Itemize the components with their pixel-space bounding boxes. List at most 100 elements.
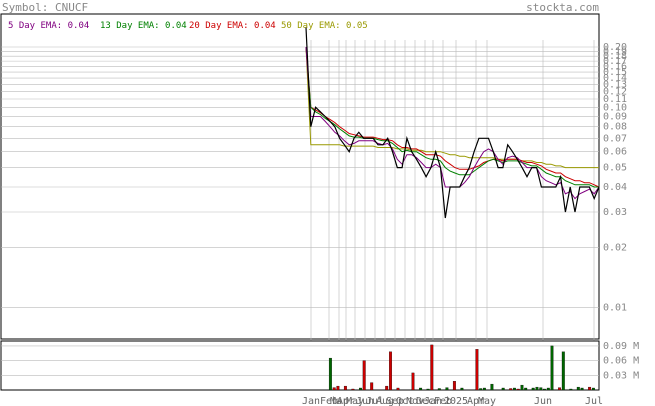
volume-bar [362, 360, 366, 391]
volume-bar [558, 387, 561, 391]
price-tick-label: 0.09 [603, 111, 627, 122]
volume-bar [543, 388, 546, 391]
volume-gridlines [1, 345, 599, 376]
date-axis-labels: Jan FebMarAprMayJunJulAugSepOctNovDecJanF… [302, 396, 603, 406]
volume-bar [569, 388, 573, 391]
price-tick-label: 0.14 [603, 73, 627, 84]
ema50-line [305, 46, 599, 169]
volume-bar [389, 351, 392, 391]
date-tick-label: Oct [396, 396, 414, 406]
price-tick-label: 0.02 [603, 242, 627, 253]
price-axis-labels: 0.200.190.180.170.160.150.140.130.120.11… [603, 42, 627, 314]
date-tick-label: May [346, 396, 364, 406]
date-tick-label: Aug [376, 396, 394, 406]
price-tick-label: 0.08 [603, 122, 627, 133]
date-tick-label: Mar [330, 396, 348, 406]
volume-bar [332, 387, 336, 391]
price-tick-label: 0.20 [603, 42, 627, 53]
volume-bar [501, 387, 505, 391]
volume-bar [475, 349, 479, 391]
volume-bar [419, 387, 423, 391]
price-tick-label: 0.07 [603, 133, 627, 144]
volume-bar [561, 351, 565, 391]
brand-label: stockta.com [526, 1, 599, 14]
price-tick-label: 0.19 [603, 46, 627, 57]
volume-bar [359, 387, 362, 391]
volume-bar [343, 385, 347, 391]
price-tick-label: 0.13 [603, 79, 627, 90]
date-tick-label: Jul [366, 396, 384, 406]
volume-bar [328, 357, 332, 391]
ema20-line [305, 46, 600, 188]
volume-bar [550, 345, 554, 391]
volume-tick-label: 0.06 M [603, 356, 639, 367]
volume-bar [370, 382, 374, 391]
volume-bar [437, 388, 441, 391]
date-tick-label: Feb [434, 396, 452, 406]
volume-tick-label: 0.09 M [603, 341, 639, 352]
price-series [305, 27, 600, 219]
volume-bar [445, 387, 449, 391]
date-tick-label: 2025 [444, 396, 468, 406]
volume-bar [479, 388, 483, 391]
volume-tick-label: 0.03 M [603, 370, 639, 381]
date-tick-label: Jun [534, 396, 552, 406]
price-tick-label: 0.12 [603, 86, 627, 97]
price-tick-label: 0.03 [603, 207, 627, 218]
volume-bar [452, 381, 456, 391]
price-line [305, 27, 600, 219]
volume-bar [588, 386, 592, 391]
volume-bar [336, 385, 340, 391]
volume-bar [509, 388, 513, 391]
date-tick-label: Jul [585, 396, 603, 406]
price-tick-label: 0.01 [603, 303, 627, 314]
volume-bar [385, 385, 389, 391]
date-tick-label: Jan [302, 396, 320, 406]
volume-bar [539, 387, 543, 391]
volume-bar [411, 372, 415, 391]
volume-bar [513, 387, 516, 391]
volume-bar [591, 387, 595, 391]
volume-bar [396, 387, 400, 391]
volume-bar [516, 388, 520, 391]
volume-bar [482, 387, 486, 391]
volume-panel-frame [0, 340, 600, 391]
volume-bar [531, 387, 535, 391]
volume-bar [580, 387, 584, 391]
legend-ema13: 13 Day EMA: 0.04 [100, 21, 187, 31]
date-gridlines [310, 40, 595, 390]
price-panel-frame [0, 13, 600, 340]
price-tick-label: 0.10 [603, 102, 627, 113]
date-tick-label: Feb [320, 396, 338, 406]
volume-bar [430, 344, 434, 391]
volume-bar [576, 386, 580, 391]
date-tick-label: Apr [337, 396, 355, 406]
date-tick-label: Apr [467, 396, 485, 406]
volume-bar [351, 388, 355, 391]
legend-ema20: 20 Day EMA: 0.04 [189, 21, 276, 31]
price-tick-label: 0.06 [603, 147, 627, 158]
volume-axis-labels: 0.09 M 0.06 M 0.03 M [603, 341, 639, 381]
price-tick-label: 0.16 [603, 61, 627, 72]
price-tick-label: 0.17 [603, 56, 627, 67]
date-tick-label: Jun [356, 396, 374, 406]
volume-bar [460, 387, 464, 391]
price-tick-label: 0.05 [603, 163, 627, 174]
volume-bar [490, 383, 494, 391]
price-tick-label: 0.18 [603, 51, 627, 62]
volume-bar [546, 387, 550, 391]
price-tick-label: 0.11 [603, 94, 627, 105]
symbol-label: Symbol: CNUCF [2, 1, 88, 14]
date-tick-label: Dec [416, 396, 434, 406]
volume-bar [426, 388, 430, 391]
price-tick-label: 0.15 [603, 67, 627, 78]
volume-bar [520, 384, 524, 391]
volume-bars [328, 344, 595, 391]
price-gridlines [1, 46, 599, 308]
date-tick-label: Nov [406, 396, 424, 406]
volume-bar [535, 386, 539, 391]
legend-ema5: 5 Day EMA: 0.04 [8, 21, 89, 31]
date-tick-label: Sep [386, 396, 404, 406]
date-tick-label: May [478, 396, 496, 406]
